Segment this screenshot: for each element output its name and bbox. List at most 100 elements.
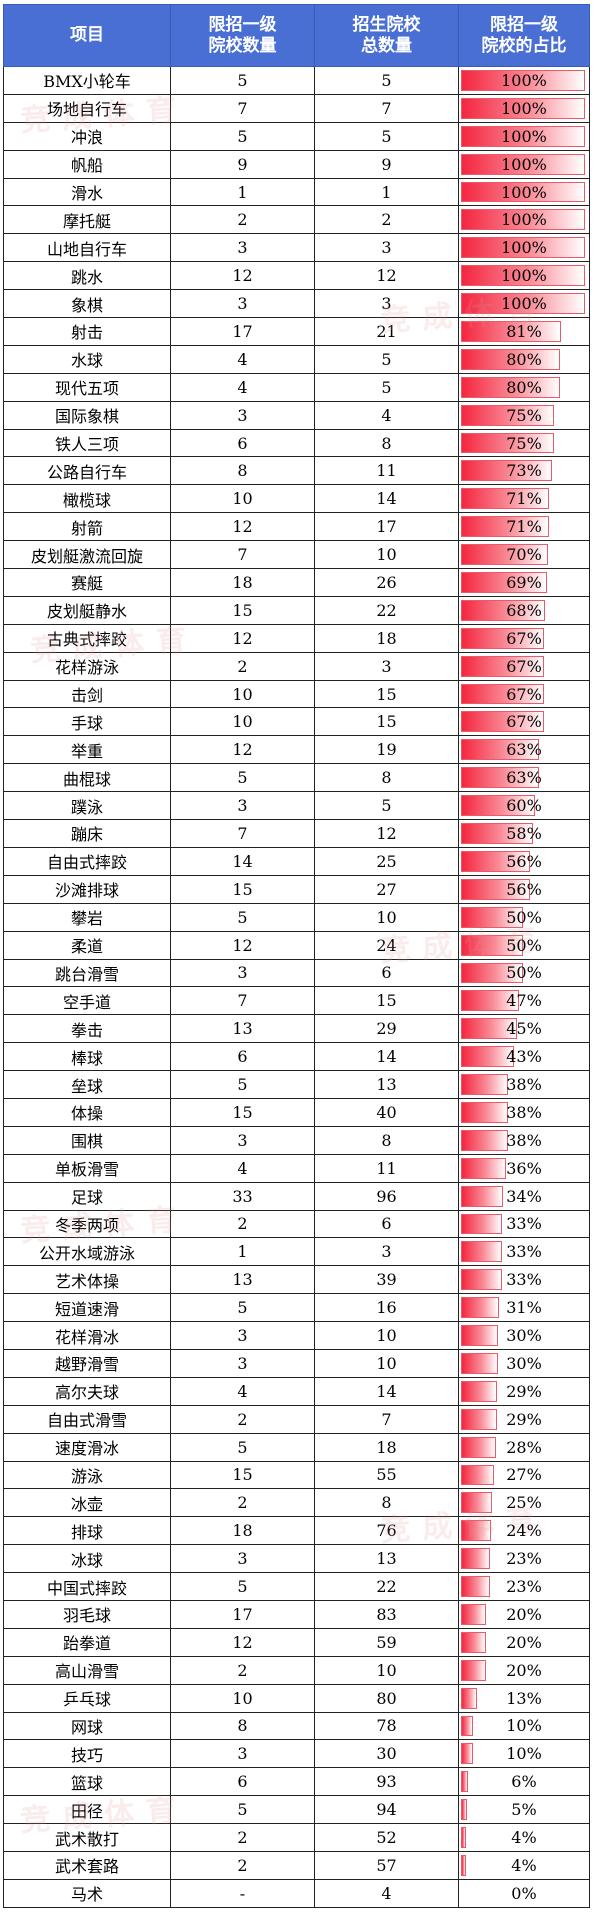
cell-ratio: 75% — [458, 400, 590, 430]
cell-limited-count: 7 — [170, 819, 315, 848]
cell-sport-name: 武术散打 — [3, 1823, 171, 1852]
cell-limited-count: 2 — [170, 1823, 315, 1852]
cell-limited-count: 5 — [170, 1795, 315, 1825]
cell-sport-name: 柔道 — [3, 930, 171, 960]
cell-total-count: 57 — [314, 1851, 459, 1880]
sports-ratio-table-container: 项目 限招一级 院校数量 招生院校 总数量 限招一级 院校的占比 BMX小轮车 5 5 10… — [3, 4, 590, 1908]
ratio-label: 50% — [506, 935, 542, 955]
header-total-line2: 总数量 — [361, 35, 412, 56]
cell-sport-name: 赛艇 — [3, 568, 171, 597]
cell-sport-name: 棒球 — [3, 1042, 171, 1072]
cell-ratio: 67% — [458, 623, 590, 653]
cell-limited-count: 1 — [170, 1237, 315, 1267]
cell-limited-count: 5 — [170, 1572, 315, 1601]
header-limited-line1: 限招一级 — [208, 14, 277, 35]
header-total-line1: 招生院校 — [352, 14, 421, 35]
table-row: 冬季两项 2 6 33% — [3, 1209, 590, 1239]
ratio-label: 38% — [506, 1075, 542, 1094]
table-row: 射箭 12 17 71% — [3, 512, 590, 542]
ratio-bar — [461, 934, 523, 956]
ratio-label: 70% — [506, 545, 542, 565]
ratio-bar — [461, 1743, 473, 1765]
table-row: 场地自行车 7 7 100% — [3, 93, 590, 123]
cell-sport-name: 短道速滑 — [3, 1293, 171, 1323]
ratio-bar — [461, 209, 585, 231]
table-row: 象棋 3 3 100% — [3, 289, 590, 319]
table-row: 花样游泳 2 3 67% — [3, 651, 590, 681]
cell-ratio: 100% — [458, 289, 590, 319]
ratio-label: 31% — [506, 1298, 542, 1318]
ratio-label: 100% — [501, 126, 547, 146]
cell-sport-name: 篮球 — [3, 1767, 171, 1797]
cell-total-count: 3 — [314, 233, 459, 263]
cell-sport-name: 冬季两项 — [3, 1209, 171, 1239]
cell-sport-name: 橄榄球 — [3, 484, 171, 514]
cell-sport-name: 围棋 — [3, 1125, 171, 1155]
table-row: 高山滑雪 2 10 20% — [3, 1655, 590, 1685]
ratio-label: 23% — [506, 1549, 542, 1569]
cell-limited-count: 4 — [170, 1376, 315, 1406]
cell-ratio: 63% — [458, 735, 590, 765]
table-row: 蹦床 7 12 58% — [3, 819, 590, 848]
cell-limited-count: 3 — [170, 791, 315, 821]
table-row: 射击 17 21 81% — [3, 317, 590, 346]
ratio-label: 60% — [506, 796, 542, 816]
table-row: 游泳 15 55 27% — [3, 1460, 590, 1490]
cell-ratio: 20% — [458, 1655, 590, 1685]
cell-ratio: 45% — [458, 1014, 590, 1044]
ratio-bar — [461, 795, 535, 817]
cell-limited-count: 3 — [170, 1348, 315, 1378]
ratio-label: 63% — [506, 740, 542, 760]
table-header: 项目 限招一级 院校数量 招生院校 总数量 限招一级 院校的占比 — [3, 4, 590, 67]
cell-sport-name: 山地自行车 — [3, 233, 171, 263]
ratio-label: 13% — [506, 1688, 542, 1708]
ratio-bar — [461, 683, 544, 705]
header-row: 项目 限招一级 院校数量 招生院校 总数量 限招一级 院校的占比 — [3, 4, 590, 67]
ratio-bar — [461, 125, 585, 147]
header-item: 项目 — [3, 4, 171, 67]
table-row: 速度滑冰 5 18 28% — [3, 1432, 590, 1462]
cell-limited-count: 33 — [170, 1181, 315, 1211]
cell-sport-name: 垒球 — [3, 1070, 171, 1099]
cell-ratio: 100% — [458, 121, 590, 151]
cell-total-count: 3 — [314, 1237, 459, 1267]
cell-ratio: 20% — [458, 1627, 590, 1657]
table-row: 攀岩 5 10 50% — [3, 902, 590, 932]
cell-ratio: 71% — [458, 484, 590, 514]
cell-total-count: 1 — [314, 177, 459, 207]
table-row: 田径 5 94 5% — [3, 1795, 590, 1825]
cell-ratio: 100% — [458, 177, 590, 207]
cell-limited-count: 3 — [170, 233, 315, 263]
ratio-bar — [461, 544, 548, 566]
cell-limited-count: 4 — [170, 344, 315, 374]
cell-ratio: 100% — [458, 66, 590, 95]
ratio-bar — [461, 97, 585, 119]
ratio-bar — [461, 655, 544, 677]
ratio-label: 81% — [506, 321, 542, 341]
cell-limited-count: 3 — [170, 1739, 315, 1769]
ratio-bar — [461, 1464, 494, 1486]
ratio-label: 50% — [506, 907, 542, 927]
table-row: 曲棍球 5 8 63% — [3, 763, 590, 793]
header-item-label: 项目 — [70, 25, 104, 45]
header-ratio-line2: 院校的占比 — [481, 35, 567, 56]
ratio-label: 38% — [506, 1130, 542, 1150]
cell-ratio: 30% — [458, 1348, 590, 1378]
cell-total-count: 6 — [314, 958, 459, 988]
ratio-label: 4% — [511, 1855, 537, 1875]
cell-limited-count: 2 — [170, 1488, 315, 1518]
cell-ratio: 100% — [458, 149, 590, 179]
cell-ratio: 100% — [458, 233, 590, 263]
ratio-bar — [461, 516, 549, 538]
ratio-bar — [461, 1436, 496, 1458]
cell-total-count: 10 — [314, 1348, 459, 1378]
sports-ratio-table: 项目 限招一级 院校数量 招生院校 总数量 限招一级 院校的占比 BMX小轮车 5 5 10… — [3, 4, 590, 1908]
ratio-label: 25% — [506, 1493, 542, 1513]
cell-limited-count: 14 — [170, 846, 315, 876]
cell-limited-count: 12 — [170, 512, 315, 542]
cell-sport-name: 国际象棋 — [3, 400, 171, 430]
cell-total-count: 2 — [314, 205, 459, 235]
cell-sport-name: 冰壶 — [3, 1488, 171, 1518]
ratio-label: 80% — [506, 377, 542, 397]
cell-total-count: 25 — [314, 846, 459, 876]
